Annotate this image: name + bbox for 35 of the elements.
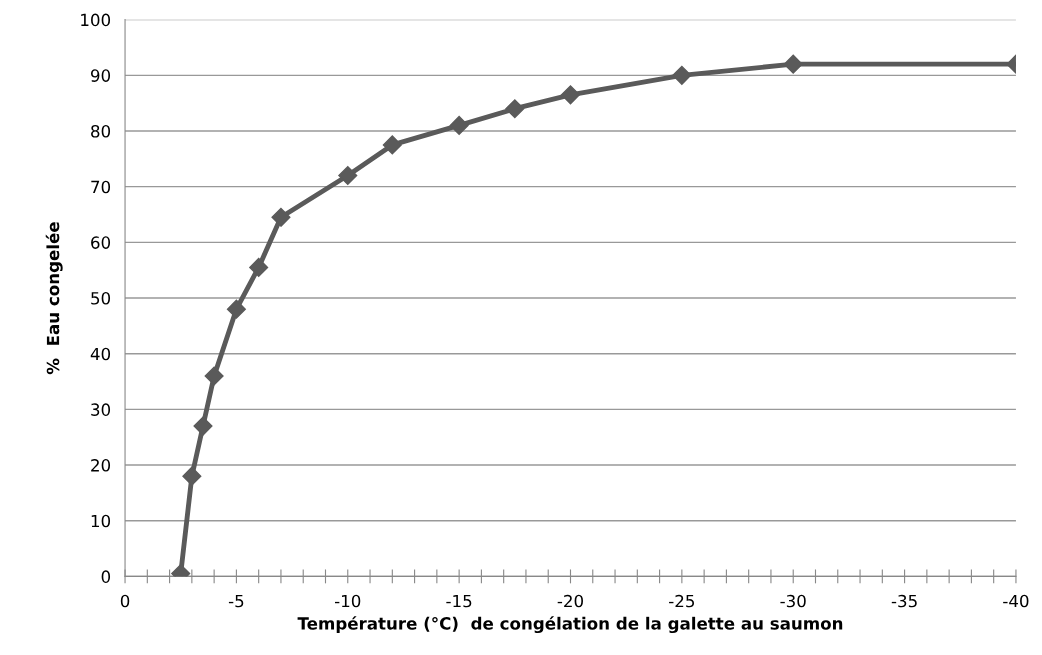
point bbox=[560, 85, 581, 105]
y-axis-title: % Eau congelée bbox=[45, 222, 63, 375]
x-tick-label: -5 bbox=[228, 594, 244, 608]
point bbox=[783, 54, 803, 74]
y-tick-label: 60 bbox=[91, 236, 111, 249]
x-tick-label: -25 bbox=[669, 594, 695, 608]
x-tick-label: -40 bbox=[1003, 594, 1029, 608]
x-axis-title: Température (°C) de congélation de la galette au saumon bbox=[297, 616, 843, 634]
y-tick-label: 40 bbox=[90, 347, 111, 361]
y-tick-label: 30 bbox=[91, 403, 111, 416]
x-tick-label: -15 bbox=[446, 594, 472, 608]
y-tick-label: 100 bbox=[81, 13, 111, 27]
point bbox=[226, 299, 246, 319]
point bbox=[193, 416, 213, 436]
point bbox=[182, 466, 202, 486]
y-tick-label: 90 bbox=[90, 69, 111, 82]
point bbox=[382, 135, 402, 155]
point bbox=[449, 115, 469, 135]
x-tick-label: -10 bbox=[334, 594, 361, 608]
x-tick-label: -30 bbox=[780, 594, 806, 608]
y-tick-label: 50 bbox=[91, 291, 111, 305]
y-tick-label: 80 bbox=[91, 124, 111, 138]
point bbox=[271, 207, 291, 227]
point bbox=[505, 99, 525, 119]
y-tick-label: 10 bbox=[91, 514, 111, 528]
y-tick-label: 0 bbox=[101, 570, 111, 583]
y-tick-label: 20 bbox=[91, 459, 111, 472]
x-tick-label: 0 bbox=[120, 594, 130, 608]
x-tick-label: -20 bbox=[557, 594, 583, 608]
point bbox=[338, 166, 358, 186]
point bbox=[249, 257, 269, 277]
x-tick-label: -35 bbox=[891, 594, 917, 608]
y-tick-label: 70 bbox=[91, 180, 111, 194]
point bbox=[672, 65, 692, 85]
point bbox=[204, 366, 224, 386]
